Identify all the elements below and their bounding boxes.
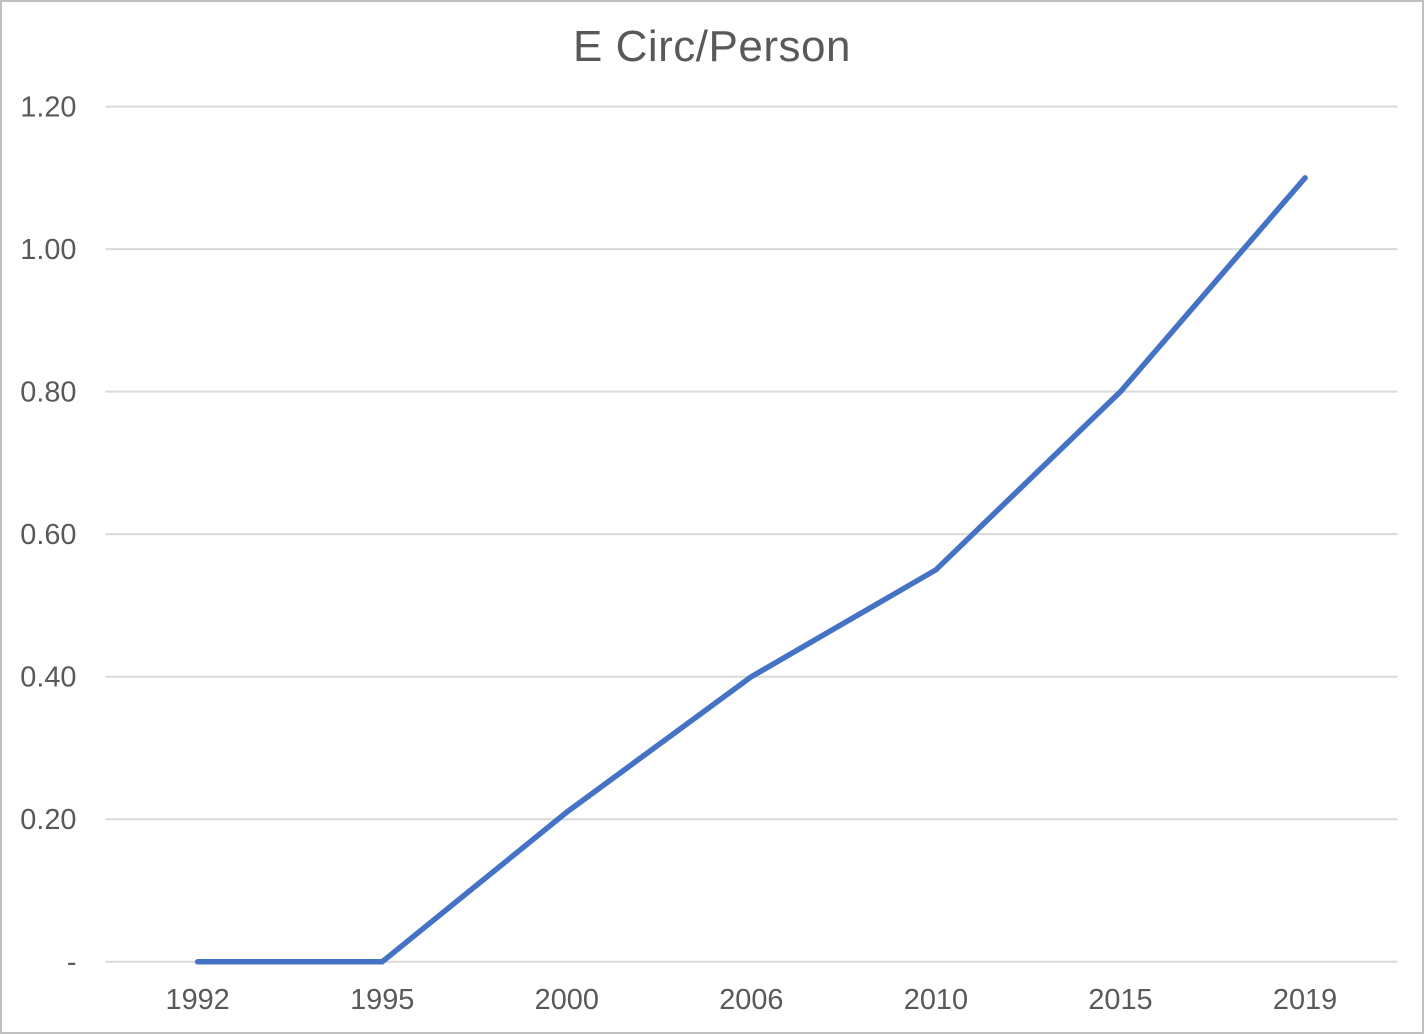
x-axis-tick-label: 2006 [719, 984, 783, 1016]
x-axis-tick-label: 2010 [904, 984, 968, 1016]
x-axis-tick-label: 2000 [535, 984, 599, 1016]
y-axis-tick-label: 0.80 [20, 377, 76, 409]
y-axis-tick-label: 1.00 [20, 234, 76, 266]
y-axis-tick-label: 1.20 [20, 92, 76, 124]
y-axis-tick-label: 0.40 [20, 662, 76, 694]
y-axis-tick-label: - [67, 947, 77, 979]
y-axis-tick-label: 0.60 [20, 519, 76, 551]
series-line [194, 175, 1308, 965]
x-axis-tick-label: 1995 [350, 984, 414, 1016]
chart-title: E Circ/Person [573, 22, 851, 71]
y-axis-tick-label: 0.20 [20, 804, 76, 836]
x-axis-tick-label: 2019 [1273, 984, 1337, 1016]
x-axis-tick-label: 2015 [1088, 984, 1152, 1016]
x-axis-tick-label: 1992 [166, 984, 230, 1016]
